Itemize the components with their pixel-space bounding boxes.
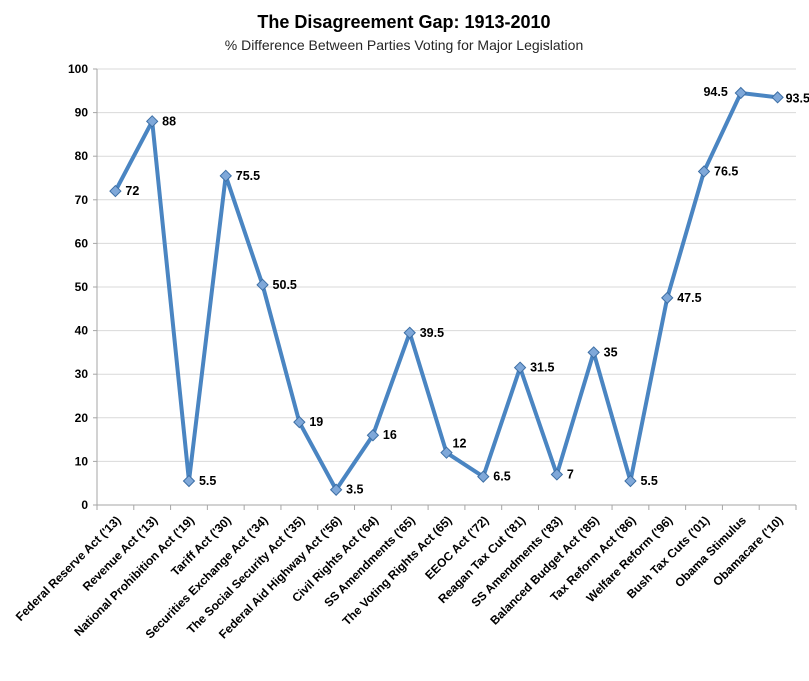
data-label: 76.5	[714, 164, 738, 178]
data-label: 3.5	[346, 483, 363, 497]
data-label: 93.5	[786, 91, 809, 105]
y-axis-label: 0	[81, 498, 88, 512]
data-point-marker	[366, 429, 380, 442]
data-point-marker	[513, 361, 527, 374]
y-axis-label: 60	[75, 236, 89, 250]
y-axis-label: 80	[75, 149, 89, 163]
data-label: 5.5	[640, 474, 657, 488]
data-point-marker	[771, 91, 784, 104]
y-axis-label: 40	[75, 324, 89, 338]
data-label: 35	[604, 345, 618, 359]
y-axis-label: 10	[75, 454, 89, 468]
data-label: 50.5	[273, 278, 297, 292]
data-point-marker	[550, 468, 564, 481]
y-axis-label: 100	[68, 62, 88, 76]
data-label: 19	[309, 415, 323, 429]
data-label: 7	[567, 467, 574, 481]
data-point-marker	[697, 165, 711, 178]
x-axis-label: EEOC Act ('72)	[422, 513, 491, 582]
data-point-marker	[145, 115, 159, 128]
data-label: 6.5	[493, 470, 510, 484]
data-point-marker	[624, 474, 637, 488]
data-point-marker	[256, 278, 269, 292]
data-label: 75.5	[236, 169, 260, 183]
data-label: 72	[125, 184, 139, 198]
data-point-marker	[182, 474, 196, 488]
chart-subtitle: % Difference Between Parties Voting for …	[225, 37, 584, 53]
data-point-marker	[587, 346, 600, 359]
data-point-marker	[219, 169, 232, 183]
y-axis-label: 50	[75, 280, 89, 294]
y-axis-label: 70	[75, 193, 89, 207]
data-label: 31.5	[530, 361, 554, 375]
data-point-marker	[477, 470, 490, 483]
chart-title: The Disagreement Gap: 1913-2010	[257, 12, 550, 32]
data-label: 88	[162, 114, 176, 128]
data-label: 39.5	[420, 326, 444, 340]
data-label: 5.5	[199, 474, 216, 488]
data-label: 94.5	[703, 85, 727, 99]
data-label: 47.5	[677, 291, 701, 305]
y-axis-label: 90	[75, 106, 89, 120]
data-point-marker	[440, 446, 453, 459]
y-axis-label: 30	[75, 367, 89, 381]
data-point-marker	[109, 184, 122, 198]
data-point-marker	[734, 86, 748, 100]
data-point-marker	[661, 291, 674, 305]
data-label: 12	[453, 437, 467, 451]
x-axis-label: Obamacare ('10)	[710, 513, 786, 589]
data-point-marker	[293, 415, 306, 429]
data-label: 16	[383, 428, 397, 442]
data-point-marker	[403, 326, 416, 339]
y-axis-label: 20	[75, 411, 89, 425]
data-point-marker	[329, 483, 343, 496]
